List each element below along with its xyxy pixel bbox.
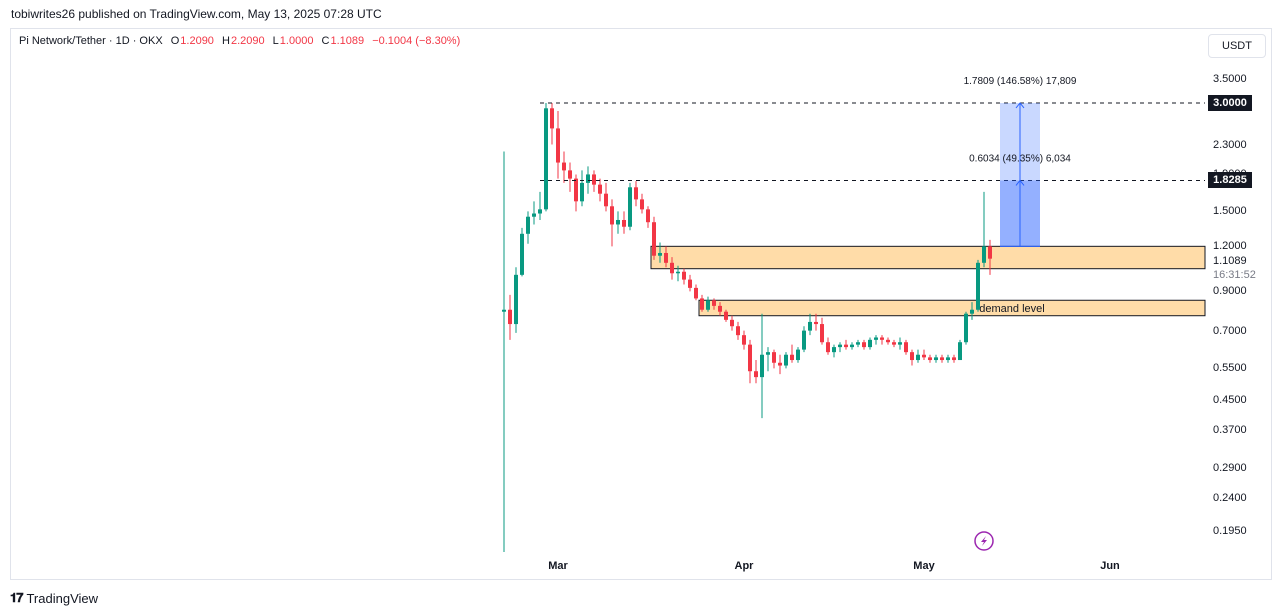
low-value: 1.0000 [279, 35, 314, 47]
footer-brand: TradingView [26, 590, 99, 606]
price-tick-label: 0.5500 [1213, 362, 1247, 375]
time-tick-label: Apr [734, 560, 754, 572]
current-price-label: 1.1089 [1213, 254, 1247, 267]
price-tick-label: 0.2900 [1213, 462, 1247, 475]
price-tick-label: 0.9000 [1213, 285, 1247, 298]
price-tag[interactable]: 3.0000 [1208, 94, 1252, 111]
price-tick-label: 0.1950 [1213, 524, 1247, 537]
symbol-legend: Pi Network/Tether · 1D · OKX O1.2090 H2.… [19, 35, 461, 47]
publisher-line: tobiwrites26 published on TradingView.co… [11, 7, 382, 21]
open-label: O [170, 35, 180, 47]
time-tick-label: Mar [548, 560, 568, 572]
price-tag[interactable]: 1.8285 [1208, 172, 1252, 189]
low-label: L [272, 35, 279, 47]
price-tick-label: 0.4500 [1213, 393, 1247, 406]
change-value: −0.1004 (−8.30%) [372, 35, 461, 47]
price-tick-label: 2.3000 [1213, 138, 1247, 151]
countdown-label: 16:31:52 [1213, 268, 1256, 281]
price-tick-label: 1.2000 [1213, 240, 1247, 253]
time-tick-label: Jun [1100, 560, 1120, 572]
high-value: 2.2090 [230, 35, 265, 47]
tradingview-logo-icon: 𝟏𝟕 [10, 590, 24, 605]
price-tick-label: 0.7000 [1213, 324, 1247, 337]
chart-frame[interactable] [10, 28, 1272, 580]
close-label: C [321, 35, 330, 47]
price-tick-label: 0.3700 [1213, 424, 1247, 437]
price-tick-label: 0.2400 [1213, 492, 1247, 505]
high-label: H [222, 35, 230, 47]
symbol-name: Pi Network/Tether · 1D · OKX [19, 35, 163, 47]
price-tick-label: 3.5000 [1213, 72, 1247, 85]
close-value: 1.1089 [330, 35, 365, 47]
price-tick-label: 1.5000 [1213, 205, 1247, 218]
footer: 𝟏𝟕 TradingView [10, 590, 98, 606]
time-tick-label: May [913, 560, 935, 572]
open-value: 1.2090 [180, 35, 214, 47]
currency-button[interactable]: USDT [1208, 34, 1266, 58]
